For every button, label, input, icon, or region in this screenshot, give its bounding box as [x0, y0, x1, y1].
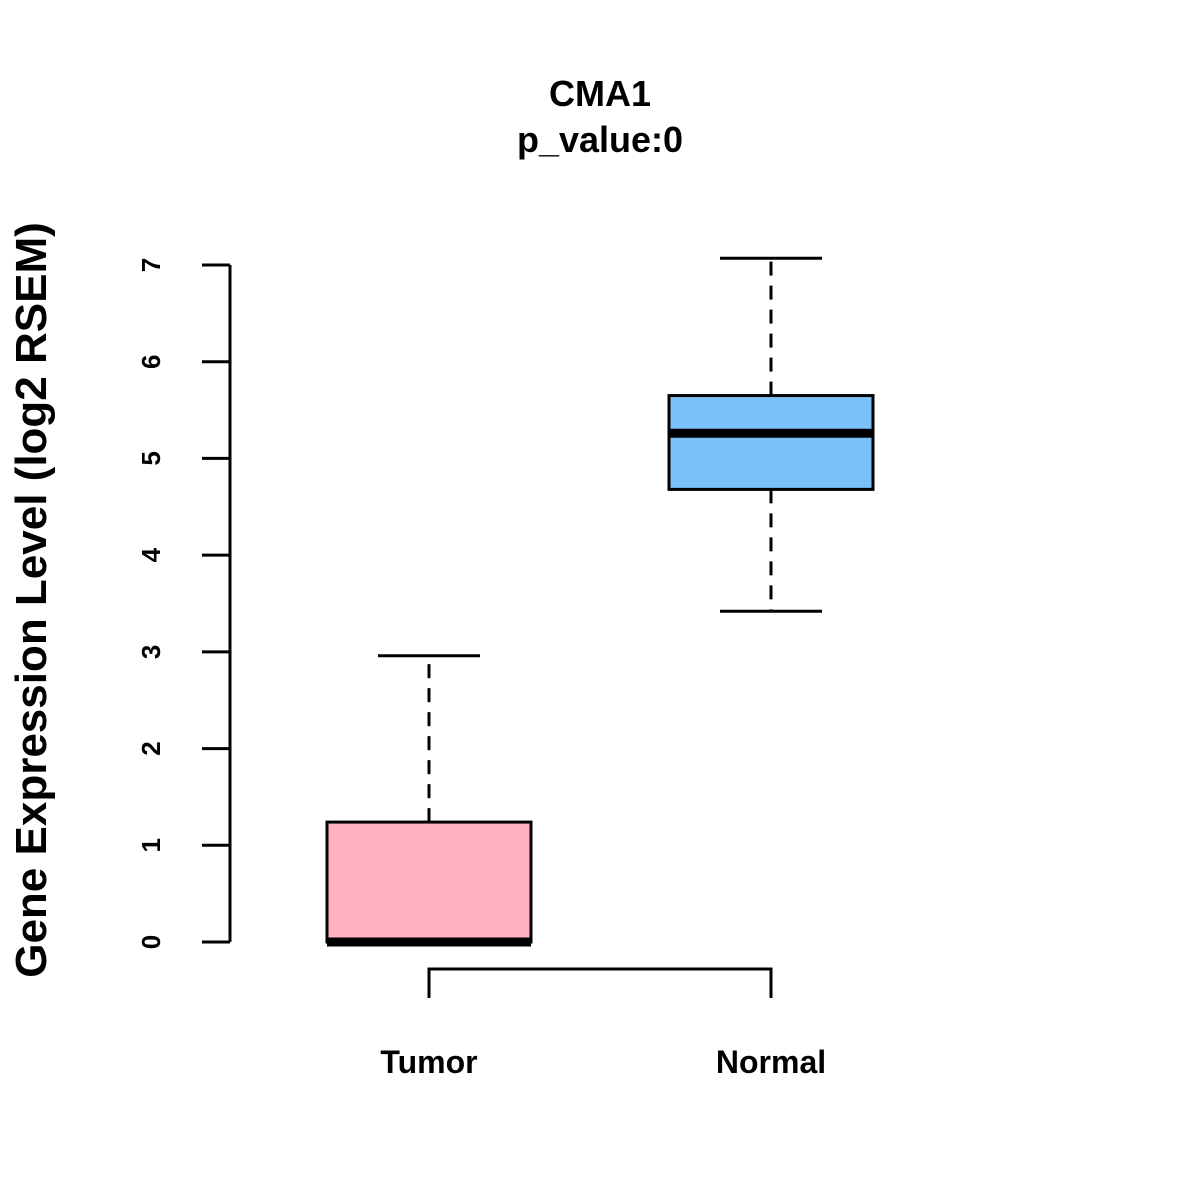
y-tick-label: 0	[136, 935, 166, 949]
box-normal	[667, 256, 875, 613]
chart-subtitle: p_value:0	[517, 119, 683, 160]
y-axis: 0 1 2 3 4 5 6 7	[136, 258, 232, 949]
box-series	[325, 256, 875, 947]
y-tick-label: 4	[136, 547, 166, 562]
y-axis-label: Gene Expression Level (log2 RSEM)	[7, 222, 56, 978]
box-tumor	[325, 654, 533, 947]
y-tick-label: 6	[136, 354, 166, 368]
iqr-box	[325, 820, 533, 944]
category-label-normal: Normal	[716, 1044, 826, 1080]
y-tick-label: 3	[136, 645, 166, 659]
chart-title: CMA1	[549, 73, 651, 114]
bracket-line	[427, 967, 773, 998]
y-tick-label: 1	[136, 838, 166, 852]
y-tick-label: 7	[136, 258, 166, 272]
y-tick-label: 2	[136, 741, 166, 755]
category-label-tumor: Tumor	[380, 1044, 477, 1080]
comparison-bracket	[427, 967, 773, 998]
y-tick-label: 5	[136, 451, 166, 465]
category-labels: Tumor Normal	[380, 1044, 826, 1080]
iqr-box	[667, 394, 875, 491]
